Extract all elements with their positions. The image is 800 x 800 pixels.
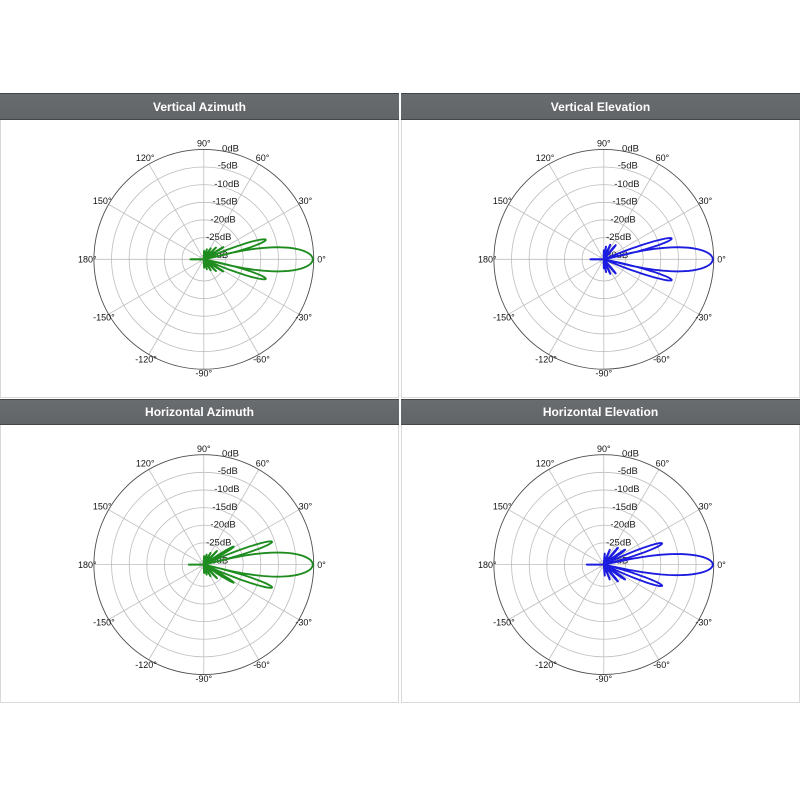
svg-text:-90°: -90° [595,674,612,684]
svg-text:120°: 120° [536,153,555,163]
svg-text:60°: 60° [656,153,670,163]
svg-text:-90°: -90° [195,674,212,684]
svg-text:-30°: -30° [695,312,712,322]
svg-text:120°: 120° [136,458,155,468]
svg-text:-10dB: -10dB [214,179,239,190]
svg-text:180°: 180° [78,255,97,265]
svg-text:-20dB: -20dB [210,520,235,531]
svg-text:-15dB: -15dB [212,197,237,208]
svg-text:0dB: 0dB [222,449,239,460]
svg-text:-90°: -90° [195,369,212,379]
svg-text:180°: 180° [478,560,497,570]
svg-text:150°: 150° [93,196,112,206]
svg-text:-30dB: -30dB [203,555,228,566]
svg-text:60°: 60° [256,458,270,468]
svg-text:0dB: 0dB [622,449,639,460]
svg-text:0dB: 0dB [222,143,239,154]
svg-text:-90°: -90° [595,369,612,379]
svg-text:120°: 120° [536,458,555,468]
svg-text:0°: 0° [717,255,726,265]
svg-text:-15dB: -15dB [612,197,637,208]
svg-text:-120°: -120° [535,660,557,670]
svg-text:-20dB: -20dB [610,520,635,531]
svg-text:150°: 150° [93,501,112,511]
svg-text:-10dB: -10dB [614,484,639,495]
svg-text:-60°: -60° [653,660,670,670]
svg-text:-15dB: -15dB [212,502,237,513]
svg-text:-5dB: -5dB [618,466,638,477]
svg-text:-30°: -30° [295,312,312,322]
svg-text:-60°: -60° [253,355,270,365]
svg-text:-15dB: -15dB [612,502,637,513]
svg-text:0°: 0° [717,560,726,570]
svg-text:-150°: -150° [93,312,115,322]
svg-text:30°: 30° [699,501,713,511]
svg-text:-25dB: -25dB [206,537,231,548]
svg-text:-30°: -30° [695,618,712,628]
svg-text:0°: 0° [317,255,326,265]
svg-text:-120°: -120° [135,355,157,365]
svg-text:-5dB: -5dB [218,466,238,477]
svg-text:120°: 120° [136,153,155,163]
svg-text:-25dB: -25dB [206,232,231,243]
svg-text:-150°: -150° [493,618,515,628]
svg-text:-5dB: -5dB [618,161,638,172]
svg-text:60°: 60° [656,458,670,468]
svg-text:-20dB: -20dB [210,214,235,225]
svg-text:90°: 90° [197,444,211,454]
svg-text:90°: 90° [597,139,611,149]
svg-text:-10dB: -10dB [614,179,639,190]
svg-text:180°: 180° [78,560,97,570]
svg-text:0dB: 0dB [622,143,639,154]
svg-text:0°: 0° [317,560,326,570]
svg-text:60°: 60° [256,153,270,163]
svg-text:-25dB: -25dB [606,232,631,243]
svg-text:90°: 90° [197,139,211,149]
svg-text:-25dB: -25dB [606,537,631,548]
svg-text:30°: 30° [299,196,313,206]
svg-text:150°: 150° [493,196,512,206]
svg-text:-120°: -120° [535,355,557,365]
svg-text:-30°: -30° [295,618,312,628]
svg-text:-120°: -120° [135,660,157,670]
svg-text:-20dB: -20dB [610,214,635,225]
svg-text:30°: 30° [299,501,313,511]
svg-text:30°: 30° [699,196,713,206]
svg-text:90°: 90° [597,444,611,454]
svg-text:-60°: -60° [253,660,270,670]
svg-text:-150°: -150° [493,312,515,322]
svg-text:150°: 150° [493,501,512,511]
svg-text:-150°: -150° [93,618,115,628]
svg-text:180°: 180° [478,255,497,265]
svg-text:-30dB: -30dB [203,250,228,261]
svg-text:-60°: -60° [653,355,670,365]
svg-text:-10dB: -10dB [214,484,239,495]
svg-text:-5dB: -5dB [218,161,238,172]
